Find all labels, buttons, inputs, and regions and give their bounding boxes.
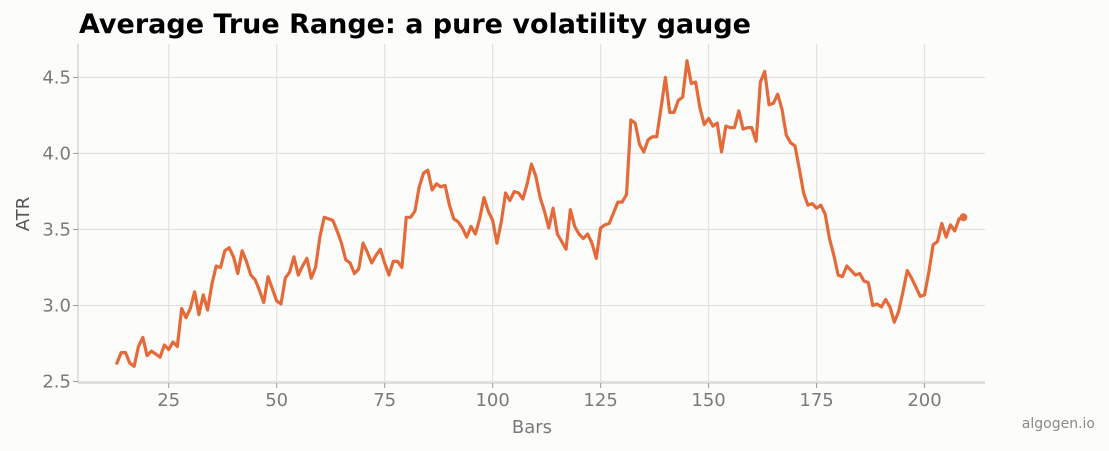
x-tick-label: 150 bbox=[691, 390, 725, 411]
x-tick-label: 50 bbox=[265, 390, 288, 411]
y-axis-label: ATR bbox=[13, 197, 34, 231]
grid bbox=[78, 44, 985, 383]
watermark: algogen.io bbox=[1022, 416, 1095, 432]
y-tick-label: 2.5 bbox=[42, 371, 71, 392]
x-tick-label: 75 bbox=[373, 390, 396, 411]
y-tick-label: 3.5 bbox=[42, 219, 71, 240]
y-tick-label: 4.0 bbox=[42, 143, 71, 164]
y-ticks: 2.5 3.0 3.5 4.0 4.5 bbox=[42, 67, 78, 392]
x-axis-label: Bars bbox=[512, 417, 552, 438]
x-tick-label: 25 bbox=[157, 390, 180, 411]
x-tick-label: 200 bbox=[907, 390, 941, 411]
x-ticks: 25 50 75 100 125 150 175 200 bbox=[157, 383, 942, 411]
x-tick-label: 100 bbox=[475, 390, 509, 411]
atr-series-line bbox=[115, 59, 961, 368]
axes bbox=[77, 44, 985, 384]
x-tick-label: 175 bbox=[799, 390, 833, 411]
atr-end-marker bbox=[959, 213, 968, 222]
x-tick-label: 125 bbox=[583, 390, 617, 411]
y-tick-label: 4.5 bbox=[42, 67, 71, 88]
chart-title: Average True Range: a pure volatility ga… bbox=[79, 9, 751, 40]
y-tick-label: 3.0 bbox=[42, 295, 71, 316]
